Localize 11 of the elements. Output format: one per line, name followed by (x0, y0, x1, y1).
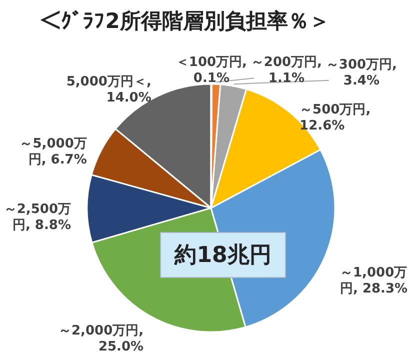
slice-label: ～2,500万円, 8.8% (4, 202, 72, 233)
chart-title: ＜ｸﾞﾗﾌ2所得階層別負担率％＞ (40, 9, 330, 33)
slice-label: ～2,000万円, 25.0% (58, 324, 144, 355)
slice-label: ～300万円, 3.4% (326, 57, 397, 88)
slice-label: 5,000万円＜, 14.0% (66, 74, 152, 106)
text: 約18兆円 (160, 232, 286, 278)
slice-label: ～5,000万円, 6.7% (20, 136, 87, 168)
slice-label: ～200万円, 1.1% (250, 55, 322, 86)
slice-label: ～1,000万円, 28.3% (340, 265, 408, 296)
slice-label: ～500万円, 12.6% (300, 102, 371, 134)
slice-label: ＜100万円, 0.1% (176, 55, 247, 86)
